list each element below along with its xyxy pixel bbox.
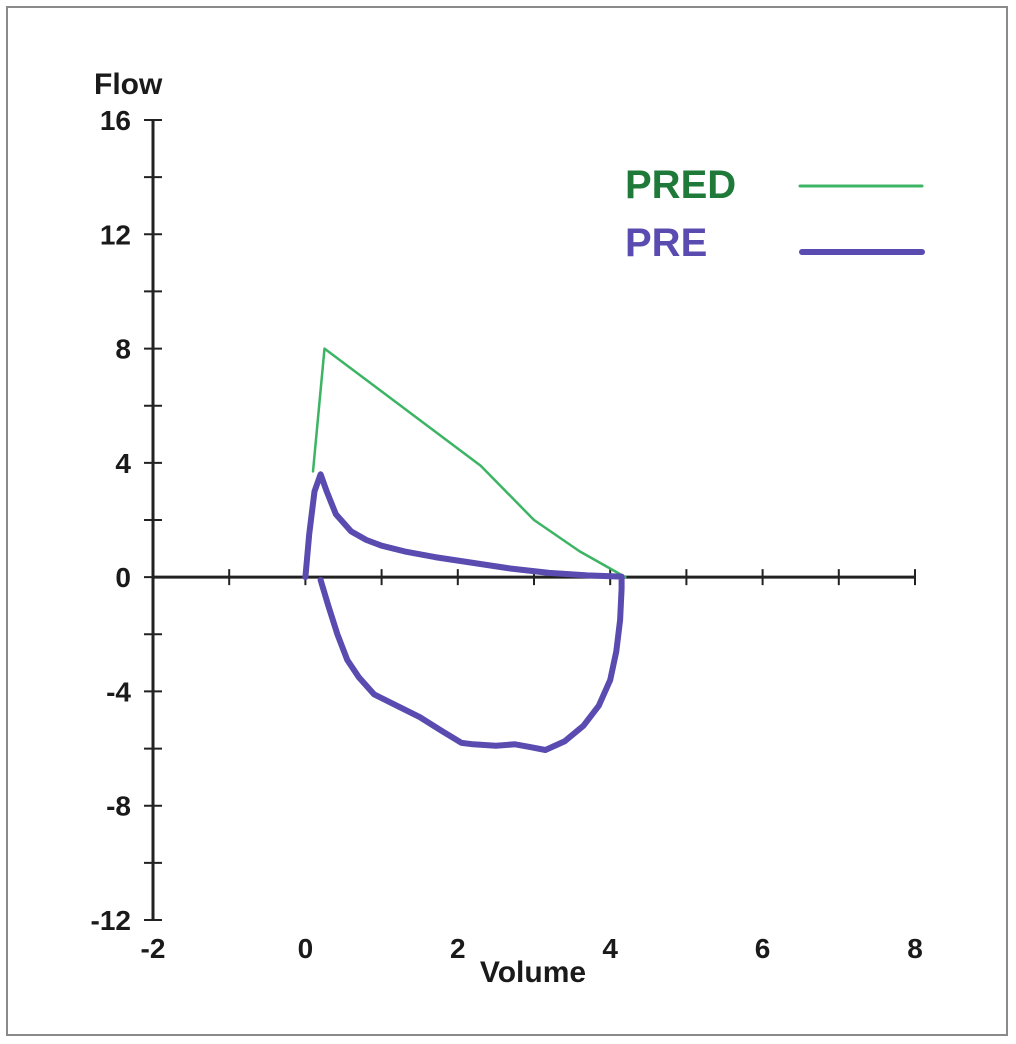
- y-tick-label: 12: [100, 219, 131, 250]
- x-tick-label: 2: [450, 933, 466, 964]
- x-tick-label: -2: [141, 933, 166, 964]
- series-line-pred: [311, 347, 627, 579]
- x-tick-label: 4: [602, 933, 618, 964]
- legend-label-pred: PRED: [625, 163, 736, 207]
- x-tick-label: 0: [298, 933, 314, 964]
- series-layer: [302, 347, 627, 753]
- y-tick-label: 4: [115, 448, 131, 479]
- chart-frame: [6, 6, 1008, 1036]
- x-axis-title: Volume: [480, 956, 586, 989]
- y-axis-title: Flow: [94, 68, 163, 101]
- y-tick-label: -8: [106, 791, 131, 822]
- y-tick-label: -12: [91, 905, 131, 936]
- x-tick-label: 6: [755, 933, 771, 964]
- y-tick-label: 0: [115, 562, 131, 593]
- axes: 16 12 8 4 0 -4 -8 -12 -2 0 2 4 6 8: [91, 105, 923, 964]
- y-tick-label: -4: [106, 676, 131, 707]
- legend-label-pre: PRE: [625, 221, 707, 265]
- y-tick-label: 8: [115, 334, 131, 365]
- y-tick-label: 16: [100, 105, 131, 136]
- series-line-pre: [302, 471, 625, 753]
- legend: PRED PRE: [625, 163, 925, 265]
- x-tick-label: 8: [907, 933, 923, 964]
